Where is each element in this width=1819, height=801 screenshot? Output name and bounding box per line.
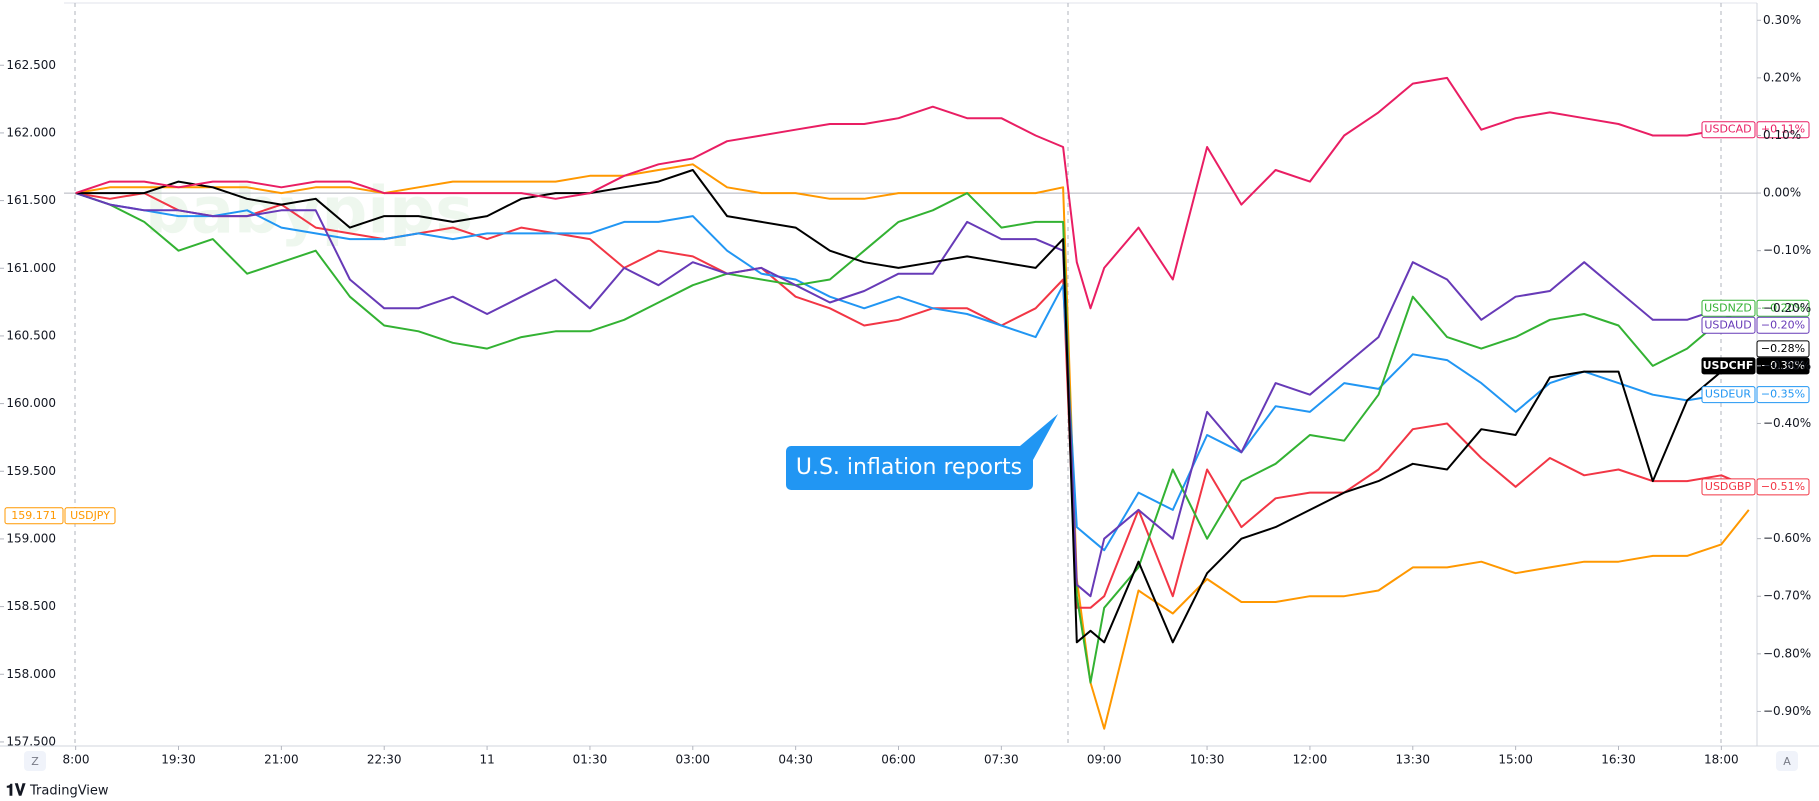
legend-name-box — [1701, 357, 1756, 375]
plot — [64, 76, 1757, 730]
footer-brand: TradingView — [29, 784, 109, 799]
x-tick-label: 15:00 — [1498, 753, 1533, 767]
y2-tick-label: −0.20% — [1763, 301, 1811, 315]
x-tick-label: 09:00 — [1087, 753, 1122, 767]
y2-tick-label: −0.70% — [1763, 589, 1811, 603]
legend-value-box — [1756, 316, 1810, 334]
y-tick-label: 161.500 — [6, 193, 56, 207]
y2-tick-label: 0.30% — [1763, 13, 1801, 27]
x-tick-label: 03:00 — [675, 753, 710, 767]
x-tick-label: 8:00 — [63, 753, 90, 767]
overlay: USDCAD +0.11% USDNZD −0.20% USDAUD −0.20% USDC… — [4, 121, 1810, 525]
jpy-name: USDJPY — [70, 509, 110, 522]
x-tick-label: 01:30 — [573, 753, 608, 767]
y-tick-label: 160.000 — [6, 396, 56, 410]
series-line — [75, 163, 1750, 730]
callout-box — [786, 414, 1058, 490]
y2-tick-label: 0.00% — [1763, 186, 1801, 200]
x-tick-label: 18:00 — [1704, 753, 1739, 767]
x-tick-label: 04:30 — [778, 753, 813, 767]
legend-name-box — [1701, 386, 1756, 404]
callout-text: U.S. inflation reports — [796, 455, 1022, 480]
legend-value: −0.35% — [1761, 388, 1805, 401]
legend-value: −0.20% — [1761, 301, 1805, 314]
x-tick-label: 07:30 — [984, 753, 1019, 767]
x-tick-label: 22:30 — [367, 753, 402, 767]
x-tick-label: 06:00 — [881, 753, 916, 767]
x-tick-label: 13:30 — [1395, 753, 1430, 767]
jpy-price: 159.171 — [11, 509, 57, 522]
series-line — [75, 192, 1750, 684]
x-tick-label: 11 — [479, 753, 494, 767]
series-line — [75, 192, 1749, 598]
y2-tick-label: −0.80% — [1763, 646, 1811, 660]
y2-tick-label: −0.10% — [1763, 243, 1811, 257]
series-line — [75, 192, 1750, 609]
tv-logo: 𝟏𝐕 — [6, 781, 26, 800]
y-tick-label: 161.000 — [6, 261, 56, 275]
legend-value: +0.11% — [1761, 123, 1805, 136]
legend-value-box — [1756, 478, 1810, 496]
x-tick-label: 16:30 — [1601, 753, 1636, 767]
y-tick-label: 162.500 — [6, 58, 56, 72]
jpy-price-box — [4, 507, 64, 525]
y2-tick-label: −0.60% — [1763, 531, 1811, 545]
y2-tick-label: 0.20% — [1763, 70, 1801, 84]
y-tick-label: 158.000 — [6, 667, 56, 681]
price-tag-box — [1756, 340, 1810, 358]
x-tick-label: 21:00 — [264, 753, 299, 767]
legend-name-box — [1701, 121, 1756, 139]
legend-value: −0.20% — [1761, 318, 1805, 331]
legend-name: USDGBP — [1705, 480, 1752, 493]
series-line — [75, 169, 1750, 644]
legend-name-box — [1701, 299, 1756, 317]
y-tick-label: 160.500 — [6, 328, 56, 342]
legend-name-box — [1701, 316, 1756, 334]
legend-value-box — [1756, 386, 1810, 404]
y-tick-label: 157.500 — [6, 734, 56, 748]
y2-tick-label: 0.10% — [1763, 128, 1801, 142]
y-tick-label: 158.500 — [6, 599, 56, 613]
legend-value: −0.30% — [1761, 359, 1805, 372]
legend-name: USDEUR — [1705, 388, 1752, 401]
x-tick-label: 10:30 — [1190, 753, 1225, 767]
auto-button[interactable] — [1776, 751, 1798, 771]
legend-name: USDNZD — [1704, 301, 1752, 314]
legend-value-box — [1756, 121, 1810, 139]
legend-name: USDAUD — [1704, 318, 1751, 331]
x-tick-label: 12:00 — [1293, 753, 1328, 767]
jpy-name-box — [64, 507, 116, 525]
y-tick-label: 159.500 — [6, 464, 56, 478]
y2-tick-label: −0.30% — [1763, 358, 1811, 372]
y-tick-label: 159.000 — [6, 531, 56, 545]
zoom-button[interactable] — [24, 751, 46, 771]
series-line — [75, 192, 1749, 552]
price-tag: −0.28% — [1761, 342, 1805, 355]
y2-tick-label: −0.90% — [1763, 704, 1811, 718]
legend-value: −0.51% — [1761, 480, 1805, 493]
series-line — [75, 76, 1749, 310]
zoom-button-label[interactable]: Z — [31, 755, 39, 768]
x-tick-label: 19:30 — [161, 753, 196, 767]
auto-button-label[interactable]: A — [1783, 755, 1791, 768]
legend-name-box — [1701, 478, 1756, 496]
y2-tick-label: −0.40% — [1763, 416, 1811, 430]
legend-name: USDCHF — [1703, 359, 1754, 372]
y-tick-label: 162.000 — [6, 125, 56, 139]
legend-name: USDCAD — [1704, 123, 1751, 136]
